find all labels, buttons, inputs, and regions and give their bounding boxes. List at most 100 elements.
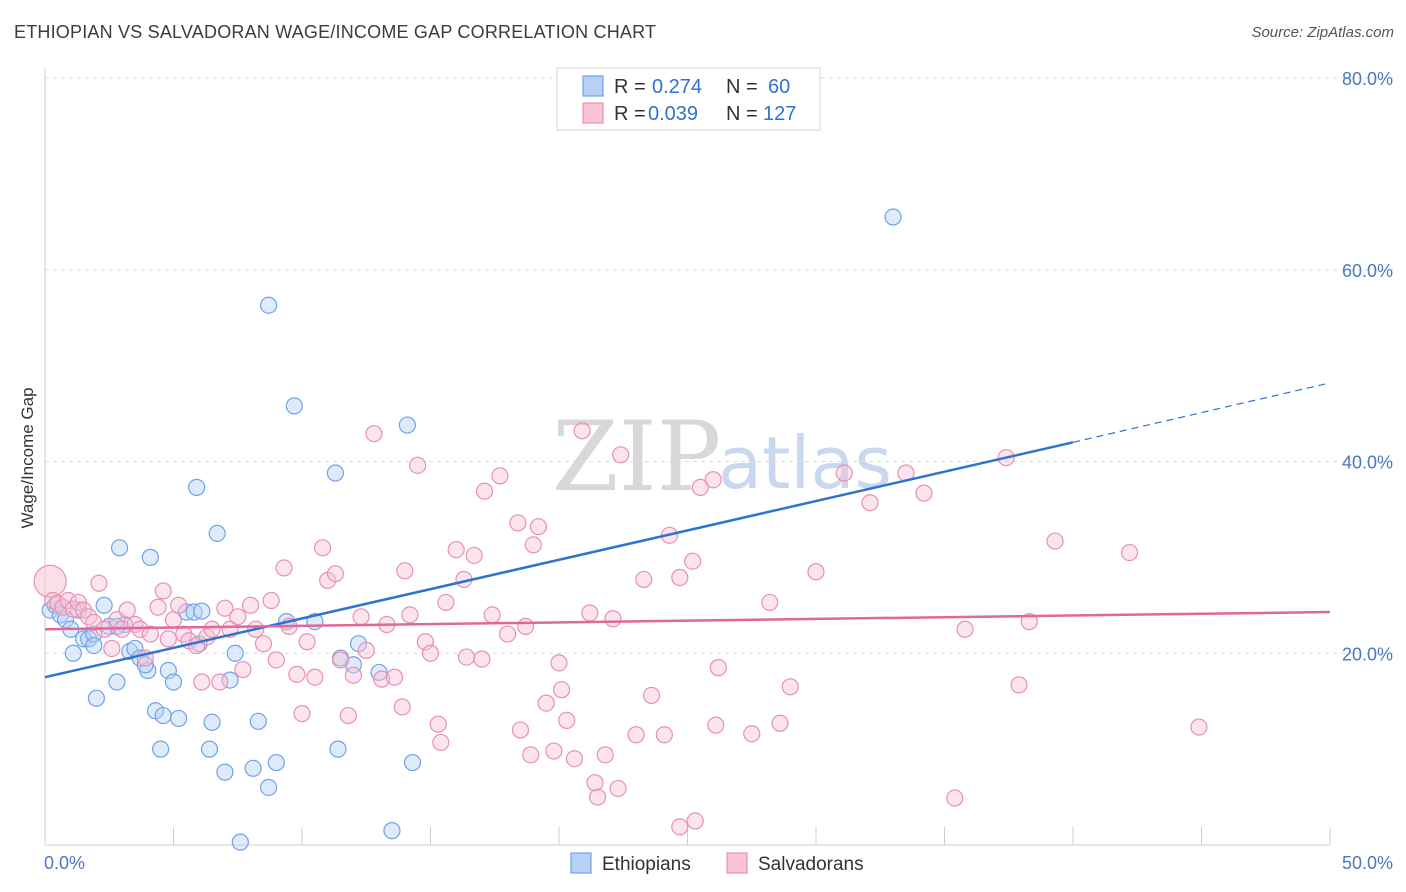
salvadoran-point [159, 630, 177, 648]
ethiopian-point [326, 464, 345, 482]
salvadoran-point [529, 518, 548, 536]
salvadoran-point [499, 625, 517, 643]
salvadoran-point [781, 678, 799, 696]
ethiopian-point [329, 740, 347, 758]
salvadoran-point [401, 606, 419, 624]
ethiopian-point [884, 208, 902, 226]
y-tick-label: 20.0% [1342, 644, 1393, 664]
ethiopian-point [203, 713, 221, 731]
salvadoran-point [326, 565, 345, 583]
salvadoran-point [170, 596, 188, 614]
salvadoran-point [33, 564, 67, 598]
salvadoran-point [164, 611, 183, 629]
ethiopian-point [208, 524, 226, 543]
salvadoran-point [437, 593, 455, 612]
y-tick-labels: 20.0% 40.0% 60.0% 80.0% [1342, 69, 1393, 664]
ethiopian-point [141, 548, 159, 566]
salvadoran-point [396, 562, 414, 580]
bottom-legend-swatch-ethiopians [570, 852, 592, 874]
salvadoran-point [1020, 613, 1038, 631]
ethiopian-point [74, 630, 93, 648]
salvadoran-point [627, 726, 645, 744]
salvadoran-point [203, 620, 221, 638]
salvadoran-point [475, 482, 494, 500]
ethiopian-trend-extension [1072, 382, 1331, 443]
legend-n-label-2: N = [726, 103, 758, 125]
salvadoran-point [242, 596, 260, 614]
axes [44, 68, 1331, 846]
ethiopian-point [259, 778, 278, 797]
salvadoran-point [103, 639, 121, 658]
ethiopian-point [216, 763, 234, 781]
ethiopian-point [383, 822, 401, 840]
salvadoran-point [604, 610, 622, 628]
salvadoran-point [229, 608, 247, 626]
salvadoran-point [234, 660, 252, 679]
salvadoran-point [1010, 676, 1028, 694]
y-tick-label: 80.0% [1342, 69, 1393, 89]
salvadoran-point [691, 478, 709, 496]
series-salvadorans [33, 422, 1208, 836]
salvadoran-point [429, 715, 447, 733]
ethiopian-point [285, 397, 303, 415]
legend-r-value-1: 0.274 [652, 76, 702, 98]
ethiopian-point [221, 671, 239, 689]
salvadoran-point [743, 725, 761, 743]
salvadoran-point [771, 714, 789, 732]
ethiopian-point [244, 759, 262, 777]
salvadoran-point [516, 617, 535, 636]
ethiopian-point [193, 602, 211, 620]
ethiopian-point [188, 478, 206, 496]
salvadoran-point [211, 673, 229, 691]
salvadoran-point [524, 536, 542, 554]
salvadoran-point [1120, 543, 1139, 562]
salvadoran-point [709, 659, 727, 677]
salvadoran-point [707, 716, 725, 734]
salvadoran-point [344, 666, 362, 684]
salvadoran-point [581, 604, 599, 622]
ethiopian-trend-line [44, 441, 1074, 679]
ethiopian-point [108, 617, 126, 636]
ethiopian-point [87, 689, 106, 707]
salvadoran-point [85, 613, 103, 632]
salvadoran-point [298, 633, 316, 651]
ethiopian-point [370, 663, 388, 682]
ethiopian-point [136, 656, 154, 674]
salvadoran-point [491, 467, 509, 485]
salvadoran-point [807, 563, 825, 581]
salvadoran-point [421, 644, 440, 662]
salvadoran-point [293, 705, 311, 723]
salvadoran-point [267, 651, 285, 669]
ethiopian-point [121, 642, 139, 660]
salvadoran-point [141, 625, 159, 643]
salvadoran-point [671, 818, 689, 836]
salvadoran-point [558, 711, 576, 729]
salvadoran-point [385, 668, 404, 686]
series-ethiopians [41, 208, 902, 851]
trend-lines [44, 382, 1331, 679]
salvadoran-point [522, 746, 540, 764]
ethiopian-point [110, 539, 129, 557]
salvadoran-point [635, 570, 653, 589]
salvadoran-point [861, 494, 879, 512]
salvadoran-point [1046, 532, 1064, 550]
salvadoran-point [118, 601, 136, 619]
legend-swatch-ethiopians [582, 75, 604, 97]
salvadoran-point [609, 779, 627, 798]
ethiopian-point [231, 833, 249, 851]
ethiopian-point [200, 740, 219, 758]
legend-r-value-2: 0.039 [648, 103, 698, 125]
salvadoran-point [154, 582, 172, 600]
watermark-zip: ZIP [552, 401, 721, 513]
ethiopian-point [259, 296, 278, 314]
salvadoran-point [331, 651, 350, 669]
salvadoran-point [684, 552, 702, 570]
salvadoran-point [509, 514, 527, 532]
salvadoran-point [511, 721, 530, 739]
watermark-atlas: atlas [718, 421, 892, 505]
salvadoran-point [447, 541, 465, 559]
legend-n-value-1: 60 [768, 76, 790, 98]
salvadoran-point [642, 686, 661, 705]
salvadoran-trend-line [44, 610, 1331, 631]
salvadoran-point [473, 650, 491, 668]
